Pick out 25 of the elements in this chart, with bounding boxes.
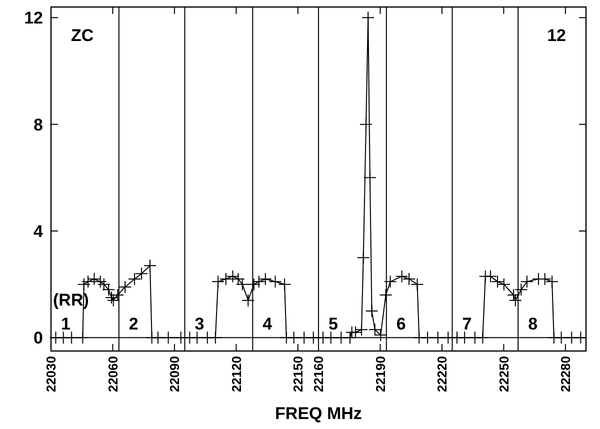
annotation: 2 xyxy=(128,314,138,334)
x-tick-label: 22280 xyxy=(558,356,573,392)
annotation: 12 xyxy=(547,26,566,45)
y-tick-label: 4 xyxy=(34,222,44,241)
x-tick-label: 22060 xyxy=(105,356,120,392)
annotation: 5 xyxy=(328,314,338,334)
y-tick-label: 8 xyxy=(34,115,43,134)
annotation: 1 xyxy=(61,314,70,334)
x-tick-label: 22250 xyxy=(496,356,512,392)
annotation: 4 xyxy=(262,314,273,334)
x-tick-label: 22190 xyxy=(372,356,388,392)
x-tick-label: 22220 xyxy=(434,356,450,392)
x-tick-label: 22150 xyxy=(290,356,306,392)
annotation: 6 xyxy=(396,314,406,334)
x-tick-label: 22120 xyxy=(228,356,244,392)
y-tick-label: 12 xyxy=(24,8,43,28)
x-tick-label: 22160 xyxy=(311,356,326,392)
x-axis-title: FREQ MHz xyxy=(275,404,362,423)
x-tick-label: 22030 xyxy=(44,356,59,392)
annotation: 7 xyxy=(462,314,472,334)
annotation: 8 xyxy=(528,314,538,334)
x-tick-label: 22090 xyxy=(167,356,182,392)
annotation: 3 xyxy=(194,314,204,334)
y-tick-label: 0 xyxy=(34,328,43,348)
annotation: ZC xyxy=(71,26,94,45)
